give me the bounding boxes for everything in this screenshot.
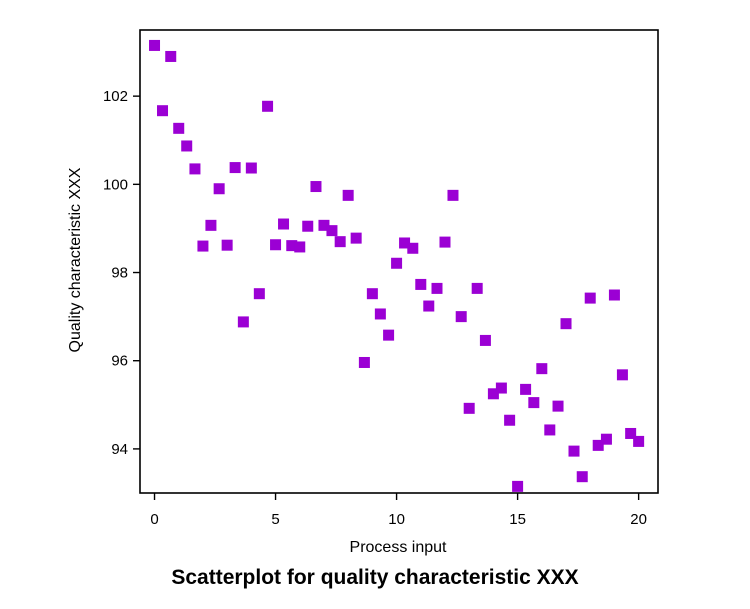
- data-point: [455, 311, 467, 323]
- data-point: [592, 439, 604, 451]
- data-point: [245, 162, 257, 174]
- x-tick-label: 15: [509, 511, 526, 528]
- y-tick-label: 100: [103, 176, 128, 193]
- data-point: [544, 424, 556, 436]
- data-point: [576, 471, 588, 483]
- data-point: [278, 218, 290, 230]
- data-point: [383, 329, 395, 341]
- data-point: [173, 122, 185, 134]
- data-point: [205, 219, 217, 231]
- data-point: [552, 400, 564, 412]
- data-point: [286, 240, 298, 252]
- data-point: [221, 239, 233, 251]
- data-point: [399, 237, 411, 249]
- y-tick-label: 98: [111, 265, 128, 282]
- data-point: [504, 414, 516, 426]
- data-point: [616, 369, 628, 381]
- data-point: [270, 239, 282, 251]
- data-point: [625, 427, 637, 439]
- data-point: [326, 225, 338, 237]
- data-point: [165, 50, 177, 62]
- data-point: [310, 181, 322, 193]
- data-point: [536, 363, 548, 375]
- data-point: [149, 39, 161, 51]
- data-point: [520, 383, 532, 395]
- data-point: [633, 435, 645, 447]
- data-point: [334, 236, 346, 248]
- data-point: [528, 397, 540, 409]
- data-point: [294, 241, 306, 253]
- data-point: [423, 300, 435, 312]
- y-axis: 94 96 98 100 102: [103, 88, 140, 458]
- data-point: [479, 334, 491, 346]
- data-point: [342, 189, 354, 201]
- x-tick-label: 5: [271, 511, 279, 528]
- data-point: [229, 162, 241, 174]
- y-axis-label: Quality characteristic XXX: [67, 167, 84, 352]
- data-point: [181, 140, 193, 152]
- data-point: [197, 240, 209, 252]
- x-tick-label: 20: [630, 511, 647, 528]
- data-point: [584, 292, 596, 304]
- data-point: [302, 220, 314, 232]
- data-point: [487, 388, 499, 400]
- data-point: [415, 278, 427, 290]
- x-tick-label: 10: [388, 511, 405, 528]
- data-point: [157, 105, 169, 117]
- data-point: [374, 308, 386, 320]
- data-point: [350, 232, 362, 244]
- data-point: [568, 445, 580, 457]
- data-point: [447, 189, 459, 201]
- data-point: [471, 282, 483, 294]
- x-axis: 0 5 10 15 20: [150, 493, 647, 528]
- data-point: [189, 163, 201, 175]
- plot-frame: [139, 29, 659, 494]
- data-point: [262, 100, 274, 112]
- chart-caption: Scatterplot for quality characteristic X…: [171, 566, 579, 589]
- data-point: [318, 219, 330, 231]
- data-point: [600, 433, 612, 445]
- data-point: [213, 183, 225, 195]
- y-tick-label: 96: [111, 353, 128, 370]
- data-point: [431, 282, 443, 294]
- data-point: [512, 480, 524, 492]
- x-tick-label: 0: [150, 511, 158, 528]
- scatter-chart: 0 5 10 15 20 94 96 98 100 102 Process input Qual…: [67, 29, 659, 556]
- data-point: [237, 316, 249, 328]
- data-point: [608, 289, 620, 301]
- y-tick-label: 94: [111, 441, 128, 458]
- data-points: [149, 39, 645, 492]
- data-point: [463, 402, 475, 414]
- data-point: [391, 257, 403, 269]
- data-point: [358, 356, 370, 368]
- data-point: [560, 318, 572, 330]
- data-point: [253, 288, 265, 300]
- y-tick-label: 102: [103, 88, 128, 105]
- data-point: [439, 236, 451, 248]
- x-axis-label: Process input: [350, 539, 447, 556]
- data-point: [366, 288, 378, 300]
- data-point: [407, 242, 419, 254]
- data-point: [495, 382, 507, 394]
